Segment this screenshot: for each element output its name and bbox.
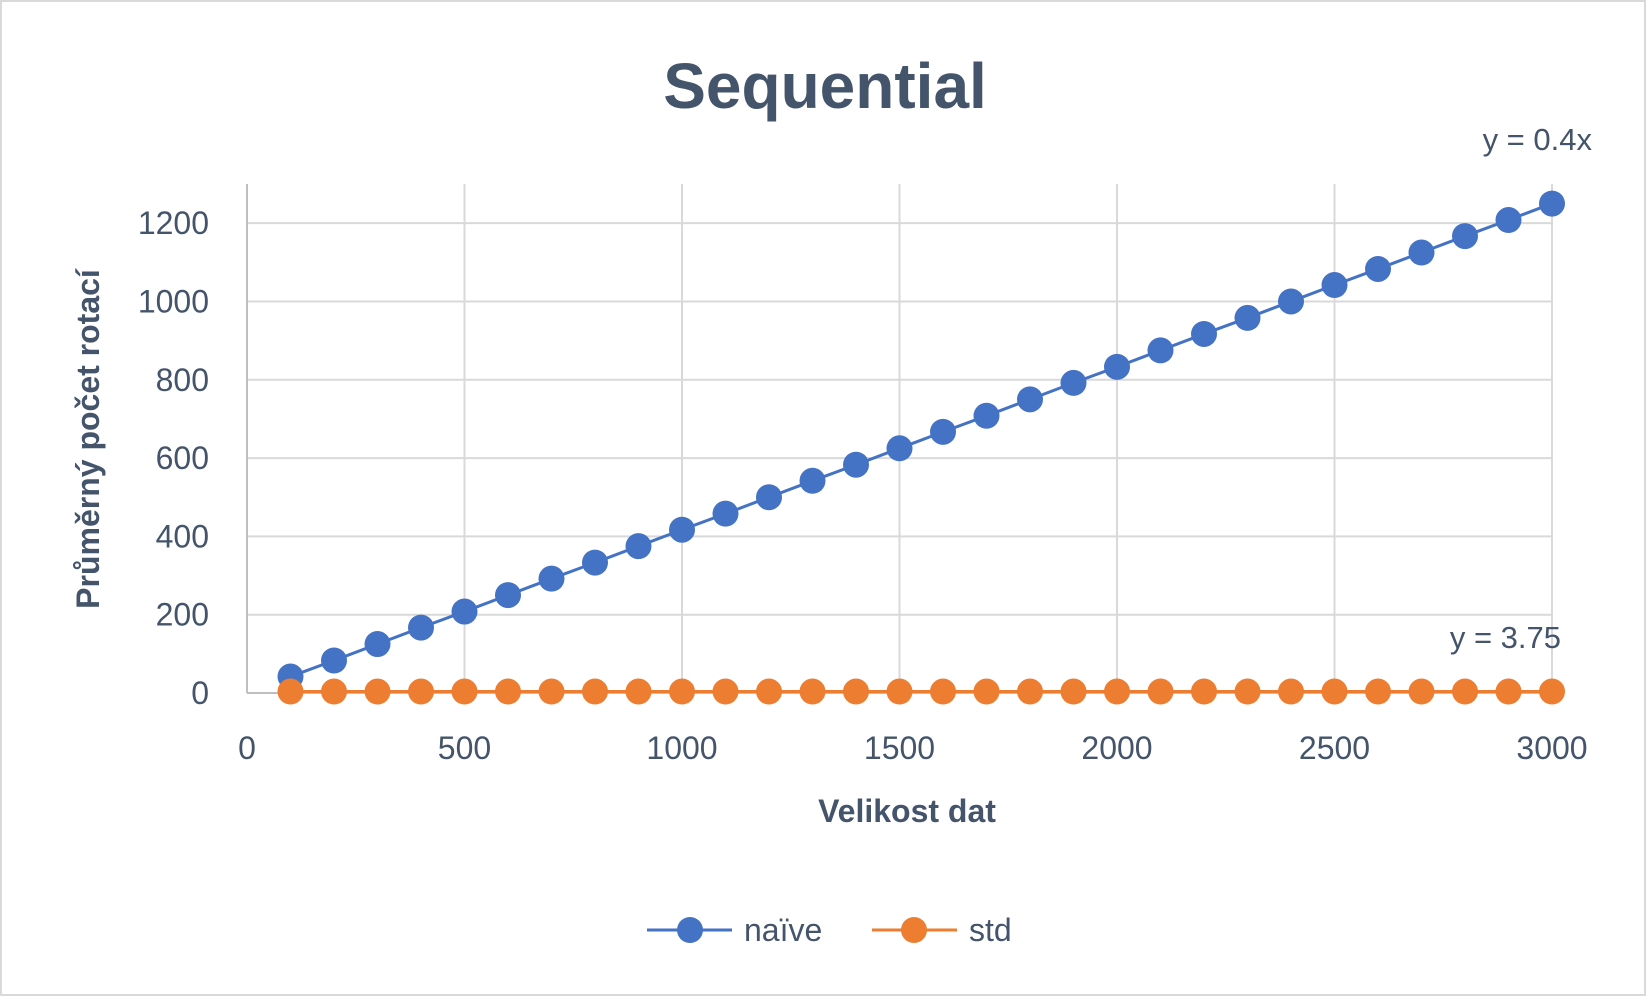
gridlines xyxy=(247,184,1553,693)
data-point-std xyxy=(1147,678,1174,705)
plot-area xyxy=(277,190,1565,705)
legend-label-std: std xyxy=(969,912,1012,948)
data-point-naive xyxy=(1104,353,1130,380)
data-point-std xyxy=(1452,678,1478,705)
data-point-naive xyxy=(756,484,782,511)
data-point-std xyxy=(1495,678,1522,705)
data-point-naive xyxy=(843,451,869,478)
data-point-std xyxy=(1278,678,1304,705)
data-point-std xyxy=(451,678,478,705)
data-point-naive xyxy=(321,647,347,674)
data-point-naive xyxy=(625,533,652,560)
data-point-naive xyxy=(1408,239,1435,266)
y-tick-label: 1200 xyxy=(138,205,209,241)
data-point-std xyxy=(1321,678,1348,705)
data-point-std xyxy=(277,678,304,705)
x-tick-label: 500 xyxy=(438,730,491,766)
data-point-std xyxy=(1191,678,1217,705)
data-point-std xyxy=(1365,678,1391,705)
data-point-naive xyxy=(1452,223,1478,250)
data-point-naive xyxy=(669,516,695,543)
data-point-std xyxy=(1104,678,1130,705)
data-point-std xyxy=(495,678,521,705)
data-point-naive xyxy=(1234,304,1261,331)
data-point-naive xyxy=(930,418,956,445)
data-point-naive xyxy=(1321,272,1348,299)
data-point-std xyxy=(1060,678,1087,705)
data-point-naive xyxy=(1539,190,1565,217)
data-point-std xyxy=(756,678,782,705)
y-axis-title: Průměrný počet rotací xyxy=(70,268,106,609)
data-point-std xyxy=(930,678,956,705)
data-point-std xyxy=(408,678,434,705)
data-point-naive xyxy=(1060,369,1087,396)
data-point-std xyxy=(582,678,608,705)
data-point-std xyxy=(669,678,695,705)
data-point-std xyxy=(1017,678,1043,705)
x-axis-title: Velikost dat xyxy=(818,793,996,829)
data-point-naive xyxy=(886,435,913,462)
legend-item-naive: naïve xyxy=(647,912,822,948)
tick-labels: 0 200 400 600 800 1000 1200 0 500 1000 1500 2000 250… xyxy=(138,205,1588,766)
legend-label-naive: naïve xyxy=(744,912,822,948)
trendline-equation-std: y = 3.75 xyxy=(1450,620,1561,655)
data-point-std xyxy=(538,678,565,705)
legend-marker-naive xyxy=(677,917,703,943)
data-point-naive xyxy=(1147,337,1174,364)
data-point-std xyxy=(625,678,652,705)
data-point-naive xyxy=(1191,320,1217,347)
data-point-naive xyxy=(538,565,565,592)
data-point-naive xyxy=(712,500,739,527)
y-tick-label: 600 xyxy=(156,440,209,476)
data-point-naive xyxy=(364,631,391,658)
data-point-std xyxy=(364,678,391,705)
data-point-naive xyxy=(1278,288,1304,315)
data-point-std xyxy=(1234,678,1261,705)
y-tick-label: 0 xyxy=(191,675,209,711)
y-tick-label: 200 xyxy=(156,597,209,633)
data-point-naive xyxy=(1017,386,1043,413)
x-tick-label: 3000 xyxy=(1516,730,1587,766)
x-tick-label: 1500 xyxy=(864,730,935,766)
y-tick-label: 800 xyxy=(156,362,209,398)
data-point-std xyxy=(886,678,913,705)
data-point-std xyxy=(712,678,739,705)
series-line-naive xyxy=(289,202,1553,678)
data-point-std xyxy=(1539,678,1565,705)
data-point-std xyxy=(973,678,1000,705)
chart-title: Sequential xyxy=(663,50,987,122)
data-point-std xyxy=(799,678,826,705)
y-tick-label: 400 xyxy=(156,518,209,554)
data-point-naive xyxy=(582,549,608,576)
data-point-std xyxy=(321,678,347,705)
data-point-std xyxy=(1408,678,1435,705)
x-tick-label: 0 xyxy=(238,730,256,766)
x-tick-label: 2500 xyxy=(1299,730,1370,766)
trendline-equation-naive: y = 0.4x xyxy=(1483,122,1593,157)
data-point-naive xyxy=(1365,255,1391,282)
x-tick-label: 2000 xyxy=(1081,730,1152,766)
y-tick-label: 1000 xyxy=(138,283,209,319)
legend-item-std: std xyxy=(872,912,1012,948)
data-point-naive xyxy=(1495,207,1522,234)
legend: naïve std xyxy=(647,912,1012,948)
legend-marker-std xyxy=(901,917,927,943)
x-tick-label: 1000 xyxy=(646,730,717,766)
data-point-naive xyxy=(495,582,521,609)
data-point-naive xyxy=(451,598,478,625)
data-point-std xyxy=(843,678,869,705)
data-point-naive xyxy=(799,467,826,494)
data-point-naive xyxy=(973,402,1000,429)
data-point-naive xyxy=(408,614,434,641)
